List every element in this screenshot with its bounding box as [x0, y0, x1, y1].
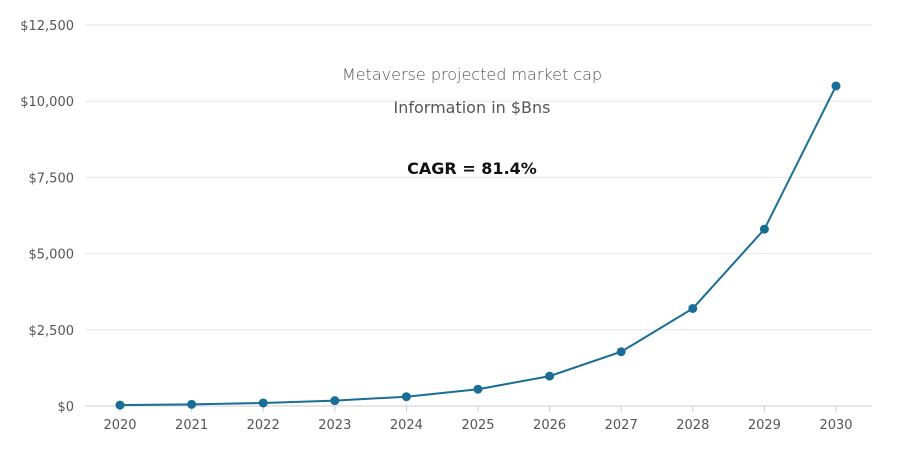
x-axis-ticks: 2020 2021 2022 2023 2024 2025 2026 2027 2028 2029… [103, 406, 853, 433]
series-group [115, 81, 841, 410]
data-point-2026[interactable] [545, 371, 555, 381]
y-tick-label: $10,000 [20, 95, 74, 110]
data-point-2030[interactable] [831, 81, 841, 91]
data-point-2027[interactable] [616, 347, 626, 357]
x-tick-label: 2027 [605, 418, 638, 433]
cagr-annotation: CAGR = 81.4% [407, 159, 537, 178]
data-point-2028[interactable] [688, 303, 698, 313]
data-point-2021[interactable] [187, 399, 197, 409]
data-point-2022[interactable] [258, 398, 268, 408]
y-tick-label: $12,500 [20, 19, 74, 34]
data-point-2025[interactable] [473, 384, 483, 394]
gridlines [85, 24, 872, 407]
x-tick-label: 2023 [318, 418, 351, 433]
data-point-2023[interactable] [330, 396, 340, 406]
x-tick-label: 2028 [676, 418, 709, 433]
x-tick-label: 2024 [390, 418, 423, 433]
series-line [119, 85, 837, 407]
y-tick-label: $0 [57, 400, 74, 415]
x-tick-label: 2021 [175, 418, 208, 433]
y-tick-label: $7,500 [29, 171, 75, 186]
data-point-2020[interactable] [115, 400, 125, 410]
chart-subtitle: Information in $Bns [393, 98, 550, 117]
x-tick-label: 2030 [819, 418, 852, 433]
y-axis-ticks: $0 $2,500 $5,000 $7,500 $10,000 $12,500 [20, 19, 74, 415]
y-tick-label: $2,500 [29, 324, 75, 339]
y-tick-label: $5,000 [29, 248, 75, 263]
chart-title: Metaverse projected market cap [342, 65, 602, 84]
data-point-2024[interactable] [401, 392, 411, 402]
x-tick-label: 2022 [247, 418, 280, 433]
x-tick-label: 2026 [533, 418, 566, 433]
x-tick-label: 2025 [461, 418, 494, 433]
data-point-2029[interactable] [759, 224, 769, 234]
x-tick-label: 2029 [748, 418, 781, 433]
x-tick-label: 2020 [103, 418, 136, 433]
